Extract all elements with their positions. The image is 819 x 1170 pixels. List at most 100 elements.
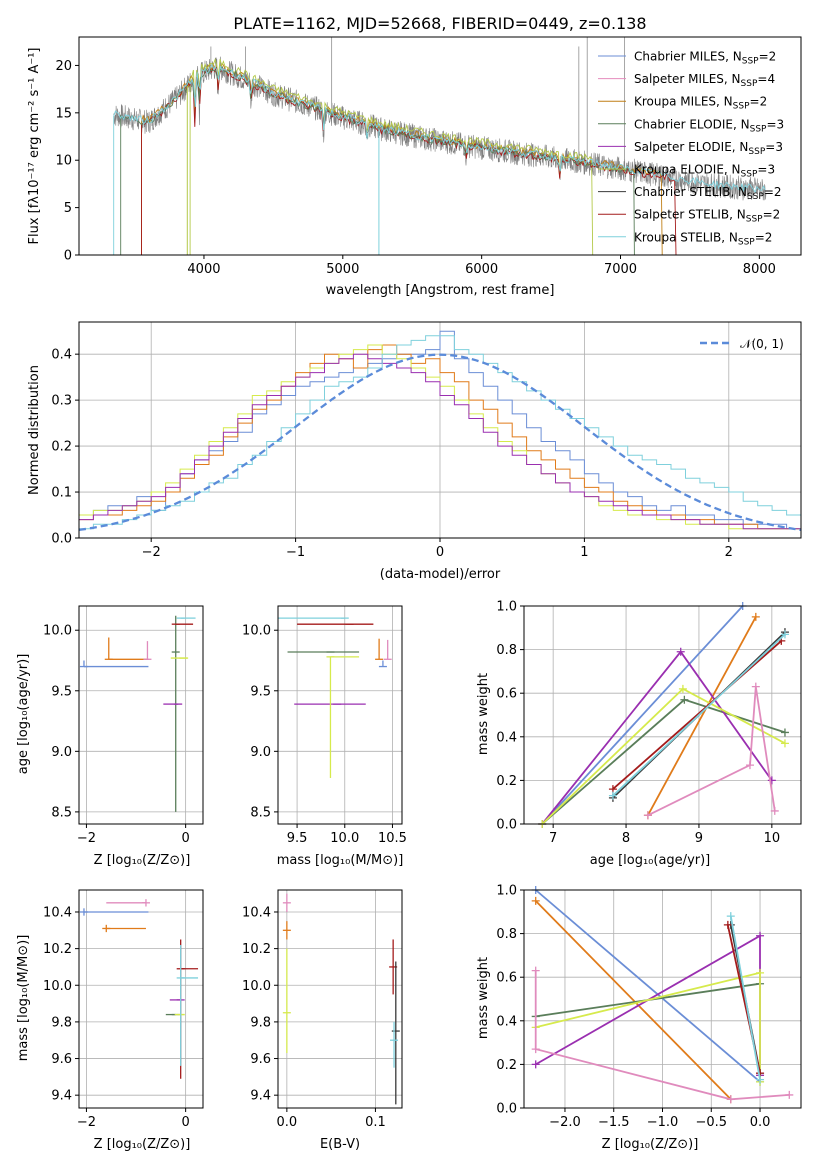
age-z-y-label: age [log₁₀(age/yr)]: [16, 654, 31, 775]
y-tick-label: 0.0: [51, 532, 72, 547]
weight-marker: [680, 695, 689, 704]
age-z-x-label: Z [log₁₀(Z/Z⊙)]: [94, 853, 191, 868]
normal-legend-label: 𝒩(0, 1): [740, 337, 784, 351]
y-tick-label: 0.0: [496, 818, 517, 833]
x-tick-label: −1.0: [647, 1115, 679, 1130]
residual-histograms: [78, 330, 802, 532]
x-tick-label: 0: [181, 1115, 189, 1130]
mass-z-x-label: Z [log₁₀(Z/Z⊙)]: [94, 1137, 191, 1152]
residual-histogram-step: [79, 344, 801, 530]
y-tick-label: 0.6: [496, 687, 517, 702]
x-tick-label: 5000: [326, 262, 359, 277]
x-tick-label: 0.0: [750, 1115, 771, 1130]
weight-marker: [531, 1045, 540, 1054]
y-tick-label: 10.4: [43, 905, 72, 920]
residual-y-label: Normed distribution: [27, 365, 42, 495]
spectrum-legend-label: Salpeter STELIB, NSSP=2: [634, 208, 780, 225]
weight-marker: [531, 896, 540, 905]
y-tick-label: 9.8: [51, 1015, 72, 1030]
x-tick-label: 8: [622, 831, 630, 846]
weight-marker: [756, 931, 765, 940]
y-tick-label: 0.2: [51, 440, 72, 455]
weight-line: [647, 616, 757, 816]
weight-line: [535, 934, 761, 1076]
y-tick-label: 0: [64, 249, 72, 264]
model-spectrum-line: [113, 63, 766, 255]
panel-frame: [277, 605, 403, 825]
x-tick-label: −1.5: [598, 1115, 630, 1130]
y-tick-label: 0.2: [496, 1058, 517, 1073]
y-tick-label: 0.6: [496, 971, 517, 986]
x-tick-label: 9: [695, 831, 703, 846]
y-tick-label: 1.0: [496, 884, 517, 899]
weight-marker: [780, 739, 789, 748]
x-tick-label: 7: [549, 831, 557, 846]
y-tick-label: 9.4: [51, 1089, 72, 1104]
x-tick-label: 6000: [465, 262, 498, 277]
weight-line: [541, 687, 786, 825]
age-mass-x-label: mass [log₁₀(M/M⊙)]: [277, 853, 404, 868]
y-tick-label: 0.2: [496, 774, 517, 789]
observed-spectrum-line: [113, 56, 767, 201]
y-tick-label: 9.4: [250, 1089, 271, 1104]
y-tick-label: 9.0: [250, 745, 271, 760]
weight-line: [535, 889, 761, 1083]
weight-marker: [770, 806, 779, 815]
model-spectrum-line: [120, 65, 635, 256]
x-tick-label: 7000: [604, 262, 637, 277]
x-tick-label: 10.0: [330, 831, 359, 846]
y-tick-label: 9.6: [250, 1052, 271, 1067]
weight-line: [534, 970, 790, 1101]
y-tick-label: 10.0: [242, 979, 271, 994]
x-tick-label: 2: [725, 545, 733, 560]
spectrum-frame: [78, 36, 802, 256]
x-tick-label: −1: [286, 545, 305, 560]
spectrum-legend-label: Chabrier ELODIE, NSSP=3: [634, 117, 784, 134]
weight-marker: [723, 920, 732, 929]
normal-legend: 𝒩(0, 1): [700, 337, 784, 351]
x-tick-label: 1: [580, 545, 588, 560]
weight-line: [541, 605, 744, 825]
panel-frame: [78, 605, 204, 825]
weight-marker: [767, 776, 776, 785]
panel-frame: [523, 889, 802, 1109]
panel-frame: [277, 889, 403, 1109]
residual-frame: [78, 321, 802, 539]
x-tick-label: −2.0: [549, 1115, 581, 1130]
y-tick-label: 10.0: [43, 979, 72, 994]
panel-grid: −2 0 9.4 9.6 9.8 10.0 10.2 10.4: [43, 890, 203, 1130]
weight-marker: [785, 1090, 794, 1099]
weight-marker: [780, 728, 789, 737]
y-tick-label: 8.5: [51, 805, 72, 820]
y-tick-label: 10.2: [43, 942, 72, 957]
spectrum-y-label: Flux [fλ10⁻¹⁷ erg cm⁻² s⁻¹ A⁻¹]: [27, 48, 42, 245]
x-tick-label: 10: [764, 831, 781, 846]
spectrum-legend-label: Kroupa STELIB, NSSP=2: [634, 230, 772, 247]
y-tick-label: 0.4: [51, 348, 72, 363]
y-tick-label: 10.0: [43, 624, 72, 639]
spectrum-legend-label: Chabrier MILES, NSSP=2: [634, 50, 776, 67]
mass-ebv-x-label: E(B-V): [320, 1137, 360, 1152]
weight-line: [612, 633, 786, 797]
x-tick-label: 0.1: [365, 1115, 386, 1130]
spectrum-legend-label: Salpeter ELODIE, NSSP=3: [634, 140, 783, 157]
weight-marker: [531, 1060, 540, 1069]
panel-grid: −2.0 −1.5 −1.0 −0.5 0.0 0.0 0.2 0.4 0.6 0.8 1.0: [496, 884, 801, 1130]
x-tick-label: −0.5: [695, 1115, 727, 1130]
weight-line: [729, 916, 761, 1080]
spectrum-legend-label: Chabrier STELIB, NSSP=2: [634, 185, 782, 202]
weight-marker: [643, 811, 652, 820]
y-tick-label: 0.3: [51, 394, 72, 409]
y-tick-label: 9.8: [250, 1015, 271, 1030]
weight-line: [541, 698, 786, 825]
y-tick-label: 8.5: [250, 805, 271, 820]
y-tick-label: 0.4: [496, 1014, 517, 1029]
y-tick-label: 0.4: [496, 730, 517, 745]
y-tick-label: 1.0: [496, 600, 517, 615]
spectrum-plot-area: [113, 37, 767, 256]
residual-x-label: (data-model)/error: [380, 567, 501, 582]
weight-marker: [676, 647, 685, 656]
y-tick-label: 0.8: [496, 643, 517, 658]
y-tick-label: 10.4: [242, 905, 271, 920]
